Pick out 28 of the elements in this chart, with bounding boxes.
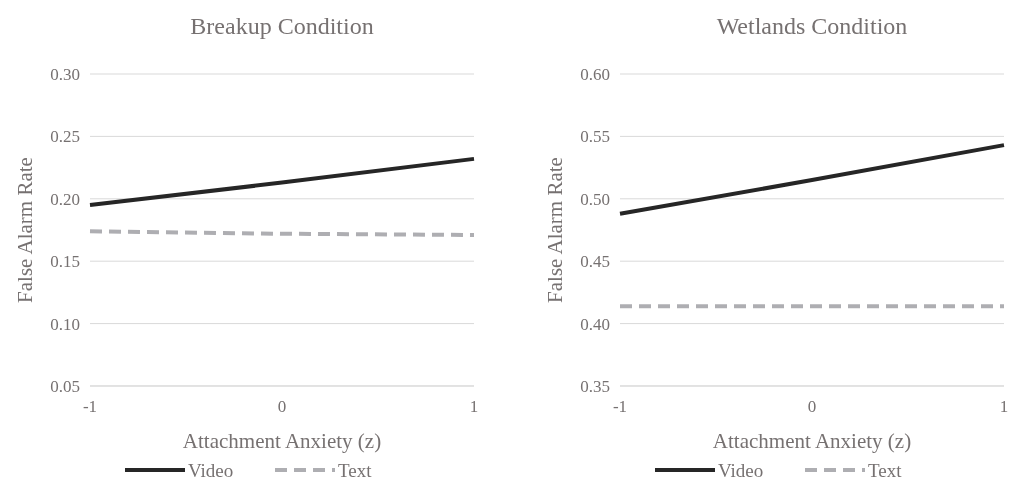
x-axis-title: Attachment Anxiety (z) bbox=[712, 429, 912, 453]
y-tick-label: 0.25 bbox=[50, 127, 80, 147]
y-tick-label: 0.05 bbox=[50, 376, 80, 396]
x-tick-label: 1 bbox=[999, 397, 1009, 416]
legend-label: Video bbox=[188, 459, 234, 481]
chart-title: Breakup Condition bbox=[190, 13, 374, 39]
chart-title: Wetlands Condition bbox=[716, 13, 908, 39]
x-tick-label: -1 bbox=[612, 397, 628, 416]
y-tick-label: 0.40 bbox=[580, 314, 610, 334]
y-tick-label: 0.50 bbox=[580, 189, 610, 209]
legend-label: Text bbox=[338, 459, 373, 481]
x-tick-label: 1 bbox=[469, 397, 479, 416]
legend-label: Text bbox=[868, 459, 903, 481]
x-tick-label: -1 bbox=[82, 397, 98, 416]
x-axis-title: Attachment Anxiety (z) bbox=[182, 429, 382, 453]
y-tick-label: 0.45 bbox=[580, 252, 610, 272]
y-tick-label: 0.35 bbox=[580, 376, 610, 396]
y-tick-label: 0.15 bbox=[50, 252, 80, 272]
y-axis-title: False Alarm Rate bbox=[543, 157, 567, 303]
y-tick-label: 0.55 bbox=[580, 127, 610, 147]
y-axis-title: False Alarm Rate bbox=[13, 157, 37, 303]
y-tick-label: 0.10 bbox=[50, 314, 80, 334]
y-tick-label: 0.30 bbox=[50, 64, 80, 84]
y-tick-label: 0.60 bbox=[580, 64, 610, 84]
x-tick-label: 0 bbox=[277, 397, 287, 416]
y-tick-label: 0.20 bbox=[50, 189, 80, 209]
x-tick-label: 0 bbox=[807, 397, 817, 416]
legend-label: Video bbox=[718, 459, 764, 481]
